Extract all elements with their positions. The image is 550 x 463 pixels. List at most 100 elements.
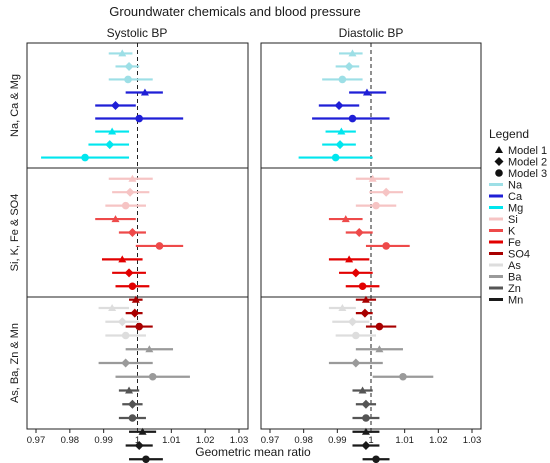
legend-model-label: Model 3 xyxy=(508,168,547,180)
data-point xyxy=(348,49,357,57)
data-point xyxy=(130,308,140,318)
legend-chemical-label: Fe xyxy=(508,237,521,249)
group-label: Na, Ca & Mg xyxy=(9,74,21,137)
data-point xyxy=(140,88,149,96)
legend-marker xyxy=(495,169,503,177)
legend-chemical-label: Na xyxy=(508,180,523,192)
x-tick-label: 1 xyxy=(135,435,140,446)
legend-marker xyxy=(495,146,503,153)
data-point xyxy=(111,101,121,110)
data-point xyxy=(337,127,346,135)
group-label: As, Ba, Zn & Mn xyxy=(9,323,21,403)
chart-title: Groundwater chemicals and blood pressure xyxy=(109,4,360,19)
data-point xyxy=(108,304,117,311)
legend-chemical-label: Mn xyxy=(508,295,523,307)
x-tick-label: 0.97 xyxy=(27,435,46,446)
x-tick-label: 1.02 xyxy=(429,435,448,446)
data-point xyxy=(148,372,157,381)
panel-title-systolic: Systolic BP xyxy=(107,26,168,40)
data-point xyxy=(118,49,127,57)
x-tick-label: 0.98 xyxy=(61,435,80,446)
data-point xyxy=(142,455,150,463)
data-point xyxy=(362,88,371,96)
legend-chemical-label: Ca xyxy=(508,191,523,203)
data-point xyxy=(335,140,345,150)
x-tick-label: 1.01 xyxy=(162,435,181,446)
data-point xyxy=(128,414,137,422)
data-point xyxy=(127,399,137,409)
data-point xyxy=(111,215,120,223)
legend-model-label: Model 1 xyxy=(508,145,547,157)
data-point xyxy=(354,228,364,237)
data-point xyxy=(344,61,354,71)
data-point xyxy=(348,114,357,123)
data-point xyxy=(361,399,371,409)
legend-chemical-label: Zn xyxy=(508,283,521,295)
data-point xyxy=(121,201,130,210)
data-point xyxy=(128,282,137,291)
data-point xyxy=(341,215,350,223)
legend-chemical-label: Si xyxy=(508,214,518,226)
data-point xyxy=(145,345,154,353)
data-point xyxy=(121,358,131,368)
legend-title: Legend xyxy=(489,127,529,141)
x-tick-label: 0.99 xyxy=(94,435,113,446)
data-point xyxy=(331,153,340,162)
data-point xyxy=(358,386,367,394)
x-tick-label: 0.98 xyxy=(294,435,313,446)
data-point xyxy=(127,228,137,237)
x-axis-label: Geometric mean ratio xyxy=(195,445,311,459)
data-point xyxy=(372,455,380,463)
data-point xyxy=(399,372,407,381)
data-point xyxy=(135,322,143,331)
data-point xyxy=(124,61,134,71)
legend-chemical-label: K xyxy=(508,226,516,238)
data-point xyxy=(131,295,140,303)
x-tick-label: 1 xyxy=(368,435,373,446)
legend-chemical-label: SO4 xyxy=(508,249,530,261)
plot-layer: 0.97 0.98 0.99 1 1.01 1.02 1.03 0.97 0.98 0.99 1 1.… xyxy=(9,42,482,463)
data-point xyxy=(381,187,391,197)
data-point xyxy=(347,317,357,327)
data-point xyxy=(134,441,144,450)
data-point xyxy=(382,242,390,250)
data-point xyxy=(368,174,377,182)
data-point xyxy=(351,358,361,368)
data-point xyxy=(105,140,115,150)
data-point xyxy=(338,304,347,311)
data-point xyxy=(124,268,134,278)
data-point xyxy=(124,75,132,84)
group-label: Si, K, Fe & SO4 xyxy=(9,194,21,272)
data-point xyxy=(334,101,344,110)
x-tick-label: 1.02 xyxy=(196,435,215,446)
data-point xyxy=(360,308,370,318)
legend-chemical-label: Ba xyxy=(508,272,522,284)
data-point xyxy=(125,187,135,197)
legend-chemical-label: As xyxy=(508,260,521,272)
data-point xyxy=(125,386,134,394)
data-point xyxy=(108,127,117,135)
panel-title-diastolic: Diastolic BP xyxy=(339,26,404,40)
data-point xyxy=(155,242,164,250)
data-point xyxy=(361,427,370,435)
legend-chemical-label: Mg xyxy=(508,203,523,215)
data-point xyxy=(138,427,147,435)
data-point xyxy=(345,255,354,263)
x-tick-label: 0.97 xyxy=(261,435,280,446)
legend-marker xyxy=(494,157,504,166)
data-point xyxy=(81,153,89,162)
data-point xyxy=(135,114,143,123)
data-point xyxy=(358,282,367,291)
data-point xyxy=(121,331,130,340)
data-point xyxy=(361,295,370,303)
x-tick-label: 1.03 xyxy=(230,435,249,446)
data-point xyxy=(362,414,370,422)
data-point xyxy=(128,174,137,182)
x-tick-label: 0.99 xyxy=(328,435,347,446)
data-point xyxy=(375,322,384,331)
x-tick-label: 1.01 xyxy=(395,435,414,446)
data-point xyxy=(375,345,384,353)
data-point xyxy=(351,268,361,278)
